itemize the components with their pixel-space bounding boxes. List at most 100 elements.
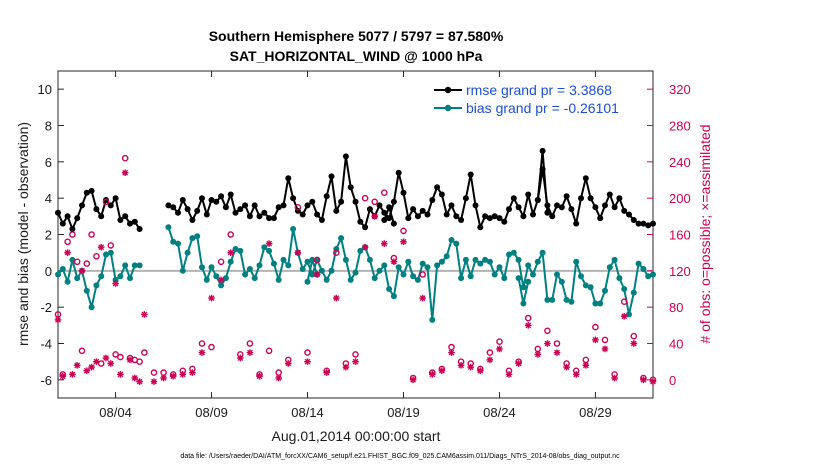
bias-point — [59, 266, 66, 272]
obs-assimilated-marker — [126, 356, 134, 364]
rmse-point — [390, 198, 397, 205]
bias-point — [371, 275, 378, 282]
rmse-point — [194, 207, 201, 214]
bias-point — [376, 267, 383, 274]
obs-assimilated-marker — [160, 374, 167, 382]
rmse-point — [578, 195, 584, 202]
obs-possible-marker — [69, 231, 76, 238]
obs-assimilated-marker — [486, 356, 494, 364]
rmse-point — [237, 206, 244, 213]
obs-possible-marker — [150, 369, 158, 376]
obs-assimilated-marker — [59, 372, 67, 380]
rmse-point — [486, 215, 493, 222]
plot-area — [57, 70, 654, 399]
rmse-point — [381, 217, 388, 223]
bias-point — [347, 276, 354, 283]
obs-assimilated-marker — [69, 371, 76, 378]
obs-assimilated-marker — [246, 349, 254, 356]
obs-assimilated-marker — [476, 367, 484, 375]
obs-assimilated-marker — [73, 362, 81, 369]
bias-point — [352, 269, 359, 276]
obs-assimilated-marker — [285, 360, 292, 367]
obs-possible-marker — [313, 256, 321, 264]
bias-point — [55, 271, 61, 278]
obs-assimilated-marker — [524, 322, 532, 329]
chart-title-line1: Southern Hemisphere 5077 / 5797 = 87.580… — [209, 28, 504, 44]
bias-point — [280, 256, 287, 263]
rmse-point — [79, 202, 85, 209]
rmse-point — [515, 204, 522, 211]
bias-point — [323, 276, 330, 283]
x-tick-label: 08/19 — [387, 405, 420, 420]
bias-point — [510, 249, 517, 256]
rmse-point — [275, 204, 282, 211]
obs-assimilated-marker — [294, 249, 302, 256]
rmse-point — [491, 213, 498, 220]
rmse-point — [107, 202, 114, 209]
bias-point — [270, 260, 277, 267]
rmse-point — [462, 195, 469, 202]
rmse-point — [530, 211, 536, 218]
bias-point — [611, 256, 618, 263]
obs-assimilated-marker — [649, 378, 657, 385]
rmse-point — [242, 202, 249, 209]
rmse-point — [525, 191, 532, 198]
y-left-tick-label: 10 — [38, 82, 52, 97]
obs-assimilated-marker — [630, 340, 638, 347]
obs-assimilated-marker — [534, 351, 542, 358]
bias-point — [103, 251, 109, 258]
rmse-point — [405, 215, 412, 222]
bias-point — [491, 271, 498, 278]
rmse-point — [568, 206, 575, 213]
y-left-tick-label: 4 — [45, 191, 52, 206]
obs-assimilated-marker — [227, 249, 235, 256]
rmse-point — [232, 209, 239, 216]
bias-point — [602, 287, 608, 294]
bias-point — [381, 262, 388, 269]
bias-point — [606, 264, 613, 271]
bias-point — [640, 266, 647, 272]
rmse-point — [558, 204, 565, 211]
obs-assimilated-marker — [131, 374, 139, 382]
legend-rmse-marker — [444, 86, 452, 94]
rmse-point — [602, 202, 608, 209]
rmse-point — [170, 204, 177, 211]
rmse-point — [199, 195, 205, 202]
obs-possible-marker — [121, 154, 129, 162]
obs-assimilated-marker — [107, 360, 115, 367]
rmse-point — [222, 204, 229, 211]
obs-assimilated-marker — [352, 358, 359, 365]
rmse-point — [304, 202, 311, 209]
obs-assimilated-marker — [409, 376, 417, 384]
bias-point — [242, 271, 249, 278]
x-tick-label: 08/04 — [99, 405, 132, 420]
obs-assimilated-marker — [265, 240, 273, 247]
obs-possible-marker — [630, 332, 638, 340]
rmse-point — [98, 213, 105, 220]
rmse-point — [136, 226, 143, 232]
obs-possible-marker — [78, 347, 86, 355]
rmse-point — [122, 213, 129, 220]
x-tick-label: 08/14 — [291, 405, 324, 420]
obs-assimilated-marker — [457, 362, 465, 369]
obs-assimilated-marker — [256, 372, 263, 380]
obs-assimilated-marker — [611, 374, 618, 382]
rmse-point — [496, 215, 503, 222]
obs-assimilated-marker — [438, 367, 446, 375]
bias-point — [582, 282, 589, 289]
rmse-point — [309, 198, 316, 205]
rmse-point — [366, 206, 373, 213]
bias-point — [328, 267, 335, 274]
bias-point — [107, 249, 114, 256]
rmse-point — [131, 218, 138, 225]
rmse-point — [453, 213, 460, 220]
rmse-point — [410, 206, 417, 213]
y-axis-right-label: # of obs: o=possible; ×=assimilated — [697, 124, 713, 343]
rmse-point — [534, 197, 541, 203]
obs-assimilated-marker — [592, 336, 599, 344]
bias-point — [184, 249, 191, 256]
rmse-point — [582, 175, 589, 182]
bias-point — [405, 258, 412, 265]
obs-assimilated-marker — [400, 238, 407, 246]
